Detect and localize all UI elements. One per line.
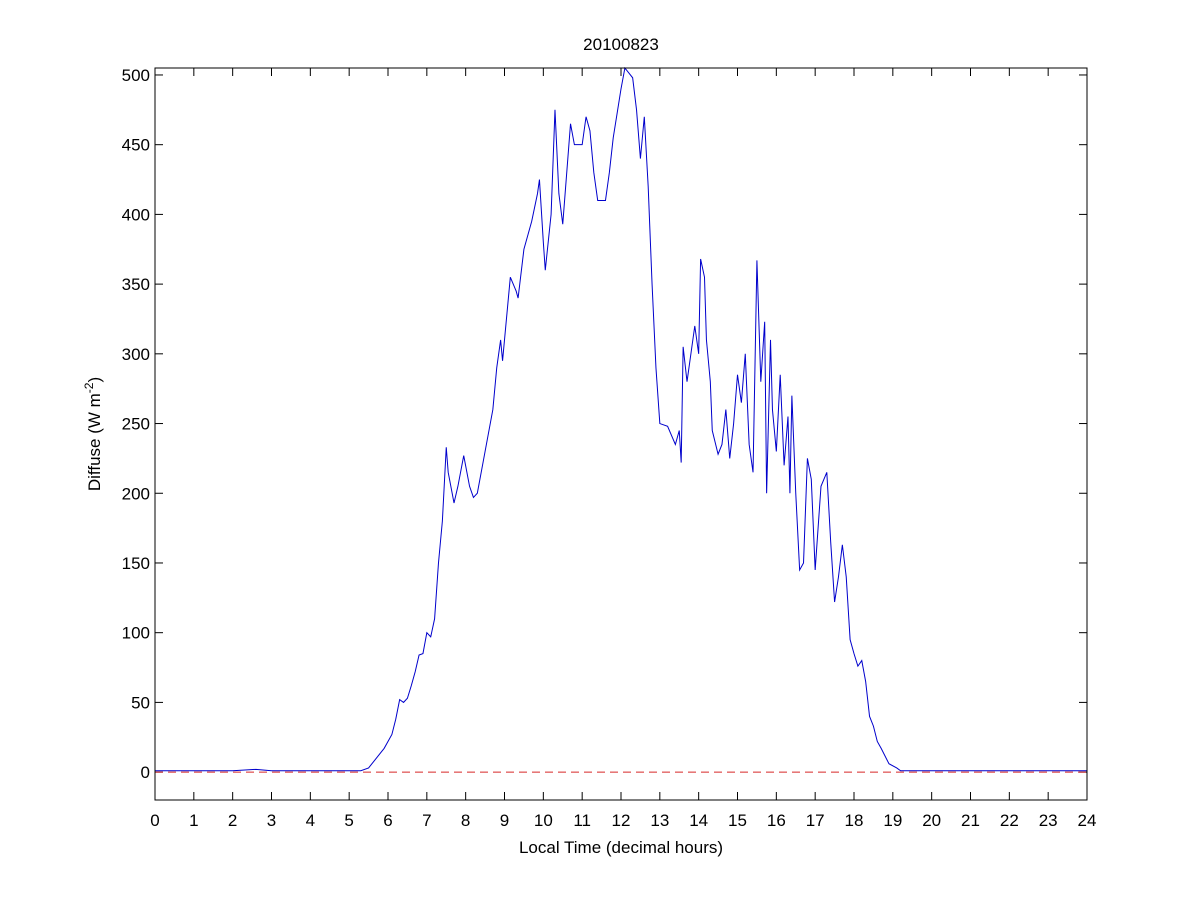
x-tick-label: 12 <box>612 811 631 830</box>
x-tick-label: 4 <box>306 811 315 830</box>
y-tick-label: 400 <box>122 205 150 224</box>
data-line <box>155 66 1087 772</box>
x-tick-label: 10 <box>534 811 553 830</box>
y-tick-label: 200 <box>122 484 150 503</box>
y-tick-label: 100 <box>122 624 150 643</box>
x-tick-label: 16 <box>767 811 786 830</box>
y-axis-label: Diffuse (W m-2) <box>82 377 104 491</box>
x-tick-label: 7 <box>422 811 431 830</box>
x-tick-label: 20 <box>922 811 941 830</box>
x-tick-label: 2 <box>228 811 237 830</box>
x-tick-label: 19 <box>883 811 902 830</box>
x-tick-label: 11 <box>573 811 591 830</box>
x-tick-label: 3 <box>267 811 276 830</box>
x-tick-label: 15 <box>728 811 747 830</box>
chart-title: 20100823 <box>583 35 659 54</box>
y-tick-label: 150 <box>122 554 150 573</box>
x-axis-label: Local Time (decimal hours) <box>519 838 723 857</box>
x-tick-label: 1 <box>189 811 198 830</box>
y-tick-label: 300 <box>122 345 150 364</box>
y-tick-label: 50 <box>131 693 150 712</box>
y-tick-label: 250 <box>122 415 150 434</box>
y-tick-label: 450 <box>122 136 150 155</box>
axes-box <box>154 67 1088 801</box>
x-tick-label: 23 <box>1039 811 1058 830</box>
x-tick-label: 0 <box>150 811 159 830</box>
x-tick-label: 22 <box>1000 811 1019 830</box>
y-tick-label: 350 <box>122 275 150 294</box>
x-tick-label: 8 <box>461 811 470 830</box>
x-tick-label: 13 <box>650 811 669 830</box>
x-tick-label: 24 <box>1078 811 1097 830</box>
x-tick-label: 14 <box>689 811 708 830</box>
x-tick-label: 9 <box>500 811 509 830</box>
x-tick-label: 5 <box>344 811 353 830</box>
x-tick-label: 6 <box>383 811 392 830</box>
y-tick-label: 500 <box>122 66 150 85</box>
x-tick-label: 17 <box>806 811 825 830</box>
y-tick-label: 0 <box>141 763 150 782</box>
x-tick-label: 21 <box>961 811 980 830</box>
x-tick-label: 18 <box>845 811 864 830</box>
